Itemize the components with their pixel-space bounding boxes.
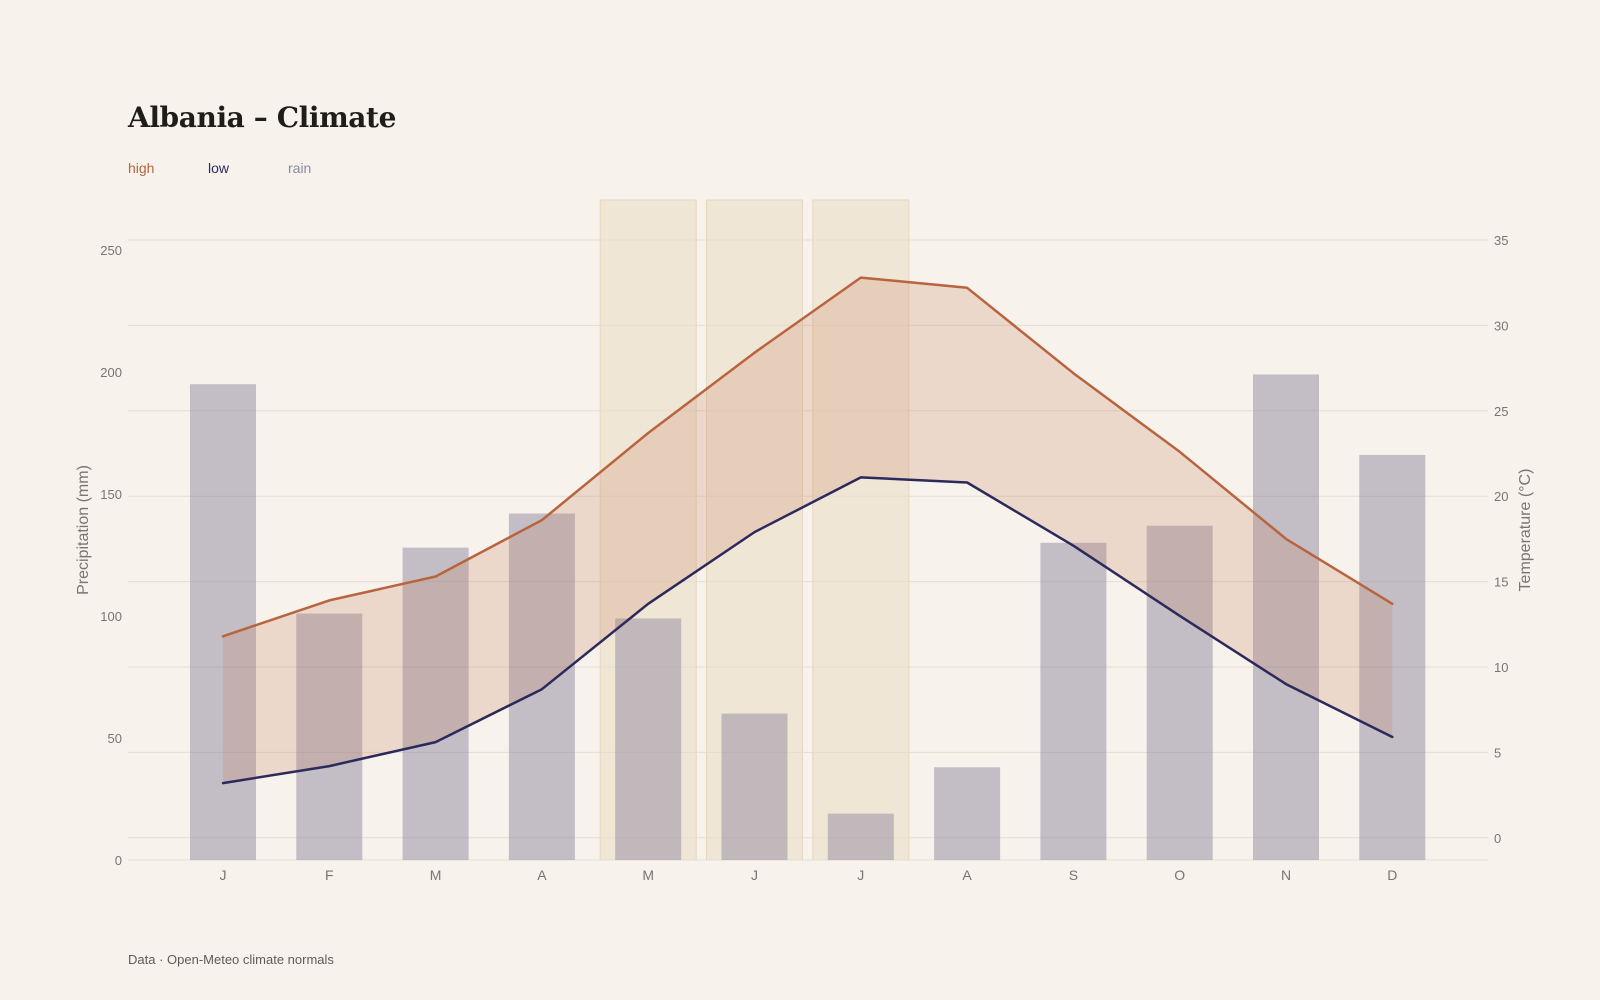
legend-item-high: high [128, 160, 155, 176]
x-tick-label-4: M [642, 867, 654, 883]
x-tick-label-11: D [1387, 867, 1397, 883]
right-tick-label-20: 20 [1494, 489, 1508, 504]
right-tick-label-5: 5 [1494, 745, 1501, 760]
data-source-note: Data · Open-Meteo climate normals [128, 952, 334, 967]
x-tick-label-6: J [857, 867, 864, 883]
rain-bar-6 [827, 813, 894, 860]
rain-bar-0 [190, 384, 256, 860]
x-tick-label-1: F [325, 867, 334, 883]
left-axis-title: Precipitation (mm) [75, 465, 92, 595]
rain-bar-5 [721, 713, 788, 860]
temperature-range-band [223, 277, 1393, 784]
rain-bar-8 [1040, 542, 1107, 860]
legend-item-low: low [208, 160, 230, 176]
x-tick-label-3: A [537, 867, 547, 883]
chart-title: Albania – Climate [128, 101, 396, 134]
rain-bar-3 [508, 513, 575, 860]
right-tick-label-25: 25 [1494, 404, 1508, 419]
left-tick-label-250: 250 [100, 243, 122, 258]
right-tick-label-10: 10 [1494, 660, 1508, 675]
x-tick-label-8: S [1069, 867, 1078, 883]
x-tick-label-7: A [962, 867, 972, 883]
right-axis-title: Temperature (°C) [1517, 469, 1534, 592]
left-tick-label-0: 0 [115, 853, 122, 868]
temperature-band [223, 277, 1393, 784]
rain-bar-2 [402, 547, 469, 860]
rain-bar-4 [615, 618, 682, 860]
left-tick-label-200: 200 [100, 365, 122, 380]
high-temperature-line [221, 276, 1394, 638]
low-temperature-line [221, 476, 1394, 785]
right-tick-label-35: 35 [1494, 233, 1508, 248]
right-tick-label-15: 15 [1494, 575, 1508, 590]
temperature-lines [221, 276, 1394, 785]
left-tick-label-150: 150 [100, 487, 122, 502]
rain-bar-9 [1146, 525, 1213, 860]
rain-bar-11 [1359, 454, 1426, 860]
x-tick-label-0: J [220, 867, 227, 883]
x-tick-label-10: N [1281, 867, 1291, 883]
axes: 0 50 100 150 200 250 0 5 10 15 20 25 30 35 J F M A M J J A S O N… [75, 233, 1534, 883]
rain-bar-1 [296, 613, 363, 860]
rain-bar-10 [1253, 374, 1319, 860]
precipitation-bars [190, 374, 1426, 860]
x-tick-label-9: O [1174, 867, 1185, 883]
left-tick-label-50: 50 [108, 731, 122, 746]
rain-bar-7 [934, 767, 1001, 860]
x-tick-label-5: J [751, 867, 758, 883]
legend-item-rain: rain [288, 160, 312, 176]
right-tick-label-30: 30 [1494, 318, 1508, 333]
summer-highlight-j-6 [812, 199, 910, 861]
left-tick-label-100: 100 [100, 609, 122, 624]
x-tick-label-2: M [430, 867, 442, 883]
right-tick-label-0: 0 [1494, 831, 1501, 846]
